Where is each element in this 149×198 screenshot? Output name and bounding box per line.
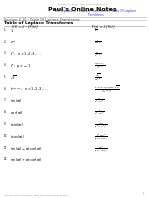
- Text: $t^n,\ \ n=1,2,3,...$: $t^n,\ \ n=1,2,3,...$: [10, 50, 43, 57]
- Text: f(t) = L⁻¹{F(s)}: f(t) = L⁻¹{F(s)}: [12, 24, 38, 28]
- Text: tutorial.math.laplace / Table Of Laplace Transforms: tutorial.math.laplace / Table Of Laplace…: [58, 4, 106, 5]
- Text: $t^p,\ p>-1$: $t^p,\ p>-1$: [10, 62, 31, 70]
- Text: $\frac{1}{s-a}$: $\frac{1}{s-a}$: [94, 37, 102, 46]
- Text: 1.: 1.: [4, 28, 6, 32]
- Text: Section 4-10 : Table Of Laplace Transforms: Section 4-10 : Table Of Laplace Transfor…: [4, 18, 80, 22]
- Text: 4.: 4.: [4, 63, 6, 67]
- Text: $\frac{n!}{s^{n+1}}$: $\frac{n!}{s^{n+1}}$: [94, 49, 102, 59]
- Text: $\frac{s}{s^2+a^2}$: $\frac{s}{s^2+a^2}$: [94, 108, 104, 117]
- Text: F(s) = L{f(t)}: F(s) = L{f(t)}: [92, 24, 115, 28]
- Text: Paul's Online Notes: Paul's Online Notes: [48, 7, 116, 12]
- Text: $\frac{a}{s^2+a^2}$: $\frac{a}{s^2+a^2}$: [94, 96, 104, 105]
- Text: 2.: 2.: [4, 40, 6, 44]
- Text: $t\cos(at)$: $t\cos(at)$: [10, 133, 26, 140]
- Text: 8.: 8.: [4, 110, 6, 114]
- Text: $1$: $1$: [10, 27, 14, 34]
- Text: $\sqrt{t}$: $\sqrt{t}$: [10, 74, 17, 81]
- Text: 5.: 5.: [4, 75, 6, 79]
- Text: $\frac{2as}{(s^2+a^2)^2}$: $\frac{2as}{(s^2+a^2)^2}$: [94, 120, 107, 131]
- Text: 6.: 6.: [4, 87, 6, 91]
- Text: 7.: 7.: [4, 98, 6, 102]
- Text: $\sin(at)$: $\sin(at)$: [10, 97, 23, 104]
- Text: $t\sin(at)$: $t\sin(at)$: [10, 121, 25, 128]
- Text: 9.: 9.: [4, 122, 6, 126]
- Text: 3.: 3.: [4, 51, 6, 55]
- Text: $\frac{1\cdot3\cdot5\cdots(2n-1)\sqrt{\pi}}{2^n s^{n+1/2}}$: $\frac{1\cdot3\cdot5\cdots(2n-1)\sqrt{\p…: [94, 85, 120, 95]
- Text: Transforms: Transforms: [87, 13, 104, 17]
- Text: 11.: 11.: [4, 146, 8, 149]
- Text: PDF: PDF: [87, 33, 149, 62]
- Text: 12.: 12.: [4, 157, 8, 161]
- Text: $\frac{\Gamma(p+1)}{s^{p+1}}$: $\frac{\Gamma(p+1)}{s^{p+1}}$: [94, 61, 105, 71]
- Text: $\sin(at)+at\cos(at)$: $\sin(at)+at\cos(at)$: [10, 156, 43, 163]
- Text: 10.: 10.: [4, 134, 8, 138]
- Text: 1: 1: [143, 192, 145, 196]
- Text: $\frac{2a^3}{(s^2+a^2)^2}$: $\frac{2a^3}{(s^2+a^2)^2}$: [94, 144, 107, 154]
- Text: $e^{at}$: $e^{at}$: [10, 38, 17, 46]
- Text: tutorial.math.laplace.aspx / table-of-laplace-transforms.aspx: tutorial.math.laplace.aspx / table-of-la…: [4, 194, 69, 196]
- Text: Table of Laplace Transforms: Table of Laplace Transforms: [4, 21, 74, 25]
- Text: $\frac{s^2-a^2}{(s^2+a^2)^2}$: $\frac{s^2-a^2}{(s^2+a^2)^2}$: [94, 132, 107, 143]
- Text: $\cos(at)$: $\cos(at)$: [10, 109, 24, 116]
- Text: $\frac{1}{s}$: $\frac{1}{s}$: [94, 26, 97, 34]
- Text: $\sin(at)-at\cos(at)$: $\sin(at)-at\cos(at)$: [10, 145, 43, 151]
- Text: $t^{n-1/2},\ \ n=1,2,3,...$: $t^{n-1/2},\ \ n=1,2,3,...$: [10, 86, 50, 93]
- Text: Diff Equations / Laplace Transforms / Table Of Laplace: Diff Equations / Laplace Transforms / Ta…: [55, 9, 136, 13]
- Text: $\frac{\sqrt{\pi}}{2s^{3/2}}$: $\frac{\sqrt{\pi}}{2s^{3/2}}$: [94, 73, 102, 83]
